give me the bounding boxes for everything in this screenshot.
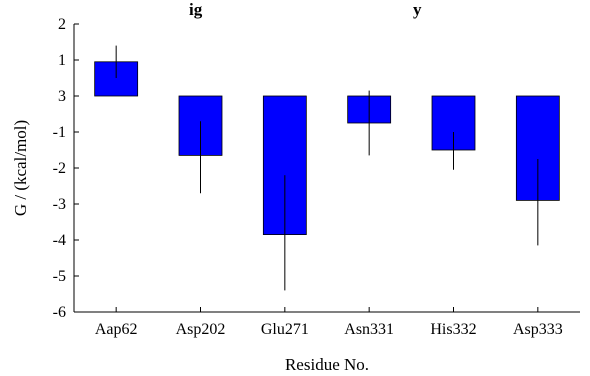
x-tick-label-his332: His332 [430,321,476,338]
x-tick-label-asp333: Asp333 [513,321,563,338]
x-tick-label-glu271: Glu271 [261,321,309,338]
plot-area: 2 1 3 -1 -2 -3 -4 -5 -6 Aap62 Asp202 Glu271 Asn331 Hi… [53,16,580,338]
y-tick-label: 2 [58,16,66,33]
y-tick-label: 3 [58,88,66,105]
x-tick-label-asp202: Asp202 [176,321,226,338]
chart-title-left: ig [189,0,203,19]
y-tick-label: -2 [53,160,66,177]
y-axis-title: G / (kcal/mol) [11,120,30,216]
y-tick-label: -3 [53,196,66,213]
y-tick-label: -1 [53,124,66,141]
y-tick-label: 1 [58,52,66,69]
y-tick-label: -5 [53,268,66,285]
y-tick-label: -6 [53,304,66,321]
x-tick-label-asn331: Asn331 [344,321,394,338]
x-tick-label-aap62: Aap62 [95,321,138,338]
y-tick-label: -4 [53,232,66,249]
chart-title-right: y [413,0,422,19]
x-axis-title: Residue No. [285,355,369,374]
